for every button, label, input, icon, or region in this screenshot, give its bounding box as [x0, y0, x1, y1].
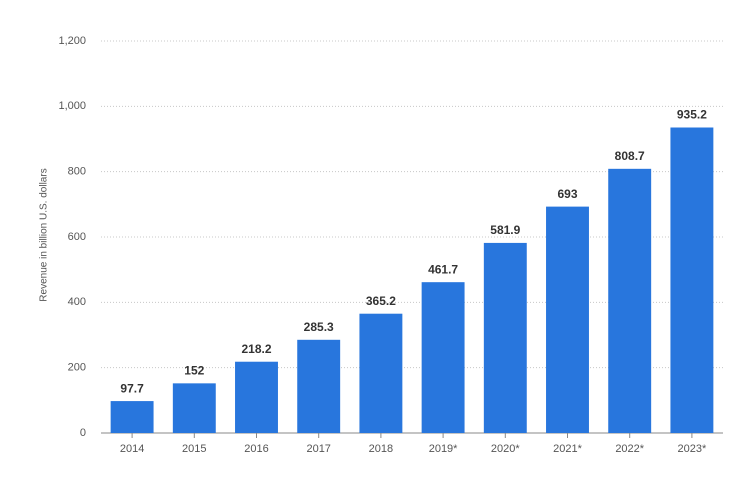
data-label: 693 [557, 187, 577, 201]
data-label: 218.2 [241, 342, 271, 356]
x-tick-label: 2022* [615, 443, 644, 455]
bar [359, 313, 403, 433]
bar [546, 206, 589, 433]
bar [297, 339, 341, 433]
data-label: 365.2 [366, 294, 396, 308]
x-tick-label: 2023* [678, 443, 707, 455]
x-tick-label: 2018 [369, 443, 393, 455]
data-label: 935.2 [677, 108, 707, 122]
x-tick-label: 2020* [491, 443, 520, 455]
x-tick-label: 2014 [120, 443, 144, 455]
bar [421, 282, 465, 433]
bar [670, 127, 714, 433]
bar [172, 383, 216, 433]
bar [235, 361, 278, 433]
y-tick-label: 0 [80, 427, 86, 439]
data-label: 97.7 [120, 381, 144, 395]
x-tick-label: 2021* [553, 443, 582, 455]
x-tick-label: 2017 [306, 443, 330, 455]
y-tick-label: 1,200 [58, 35, 86, 47]
bar [608, 168, 652, 434]
bar [110, 401, 154, 433]
y-tick-label: 400 [68, 296, 86, 308]
data-label: 461.7 [428, 262, 458, 276]
x-tick-label: 2016 [244, 443, 268, 455]
y-axis-title: Revenue in billion U.S. dollars [39, 168, 50, 301]
data-label: 285.3 [304, 320, 334, 334]
x-tick-label: 2015 [182, 443, 206, 455]
x-tick-label: 2019* [429, 443, 458, 455]
data-label: 581.9 [490, 223, 520, 237]
bar [483, 242, 527, 433]
data-label: 808.7 [615, 149, 645, 163]
y-tick-label: 600 [68, 231, 86, 243]
data-label: 152 [184, 364, 204, 378]
y-tick-label: 200 [68, 362, 86, 374]
y-tick-label: 1,000 [58, 100, 86, 112]
y-tick-label: 800 [68, 166, 86, 178]
